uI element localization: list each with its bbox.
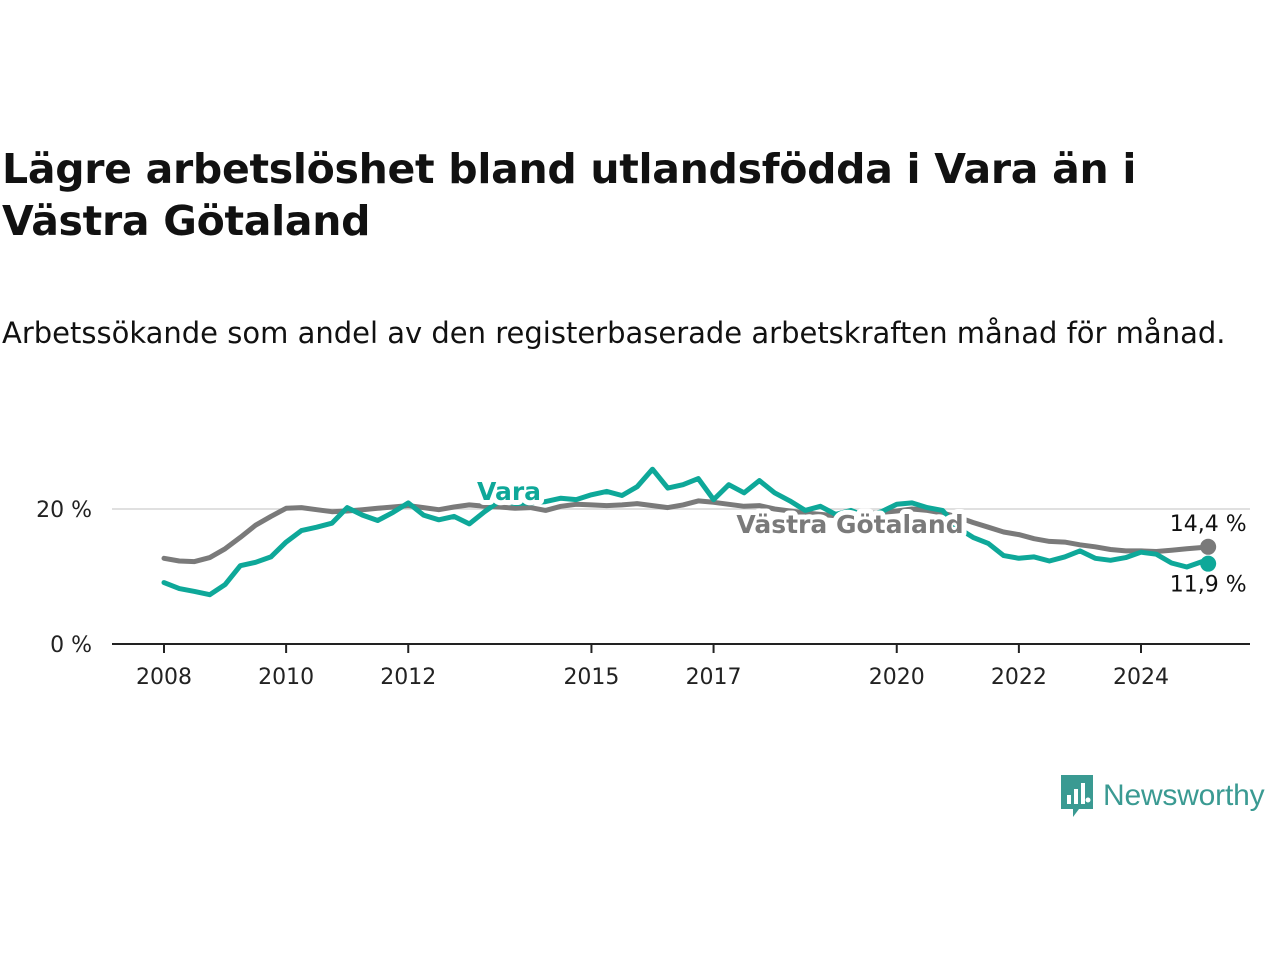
series-line-vastra-gotaland [161, 498, 1211, 565]
series-label-vara-halo: Vara [477, 477, 541, 506]
x-tick-label: 2024 [1113, 665, 1169, 690]
x-tick-label: 2012 [380, 665, 436, 690]
newsworthy-chart-bubble-icon [1061, 775, 1093, 817]
series-line-vara [161, 466, 1211, 598]
newsworthy-logo: Newsworthy [1059, 773, 1265, 819]
newsworthy-logo-text: Newsworthy [1103, 779, 1265, 812]
y-tick-label: 20 % [36, 498, 92, 523]
series-lines [161, 466, 1211, 598]
x-tick-label: 2017 [686, 665, 742, 690]
series-label-vastra-gotaland-halo: Västra Götaland [736, 510, 963, 539]
x-tick-label: 2008 [136, 665, 192, 690]
x-tick-label: 2010 [258, 665, 314, 690]
x-axis-ticks: 2008 2010 2012 2015 2017 2020 2022 2024 [136, 644, 1169, 690]
y-axis-labels: 0 % 20 % [36, 498, 92, 658]
end-label-vara: 11,9 % [1170, 573, 1247, 598]
chart-title: Lägre arbetslöshet bland utlandsfödda i … [2, 145, 1137, 245]
x-tick-label: 2020 [869, 665, 925, 690]
x-tick-label: 2015 [563, 665, 619, 690]
end-markers: 14,4 % 11,9 % [1170, 512, 1247, 598]
end-marker [1200, 555, 1217, 572]
y-tick-label: 0 % [50, 633, 92, 658]
x-tick-label: 2022 [991, 665, 1047, 690]
series-label-vastra-gotaland: Västra Götaland [736, 510, 963, 539]
end-label-vastra-gotaland: 14,4 % [1170, 512, 1247, 537]
end-marker [1200, 538, 1217, 555]
series-label-vara: Vara [477, 477, 541, 506]
chart-subtitle: Arbetssökande som andel av den registerb… [2, 316, 1226, 350]
